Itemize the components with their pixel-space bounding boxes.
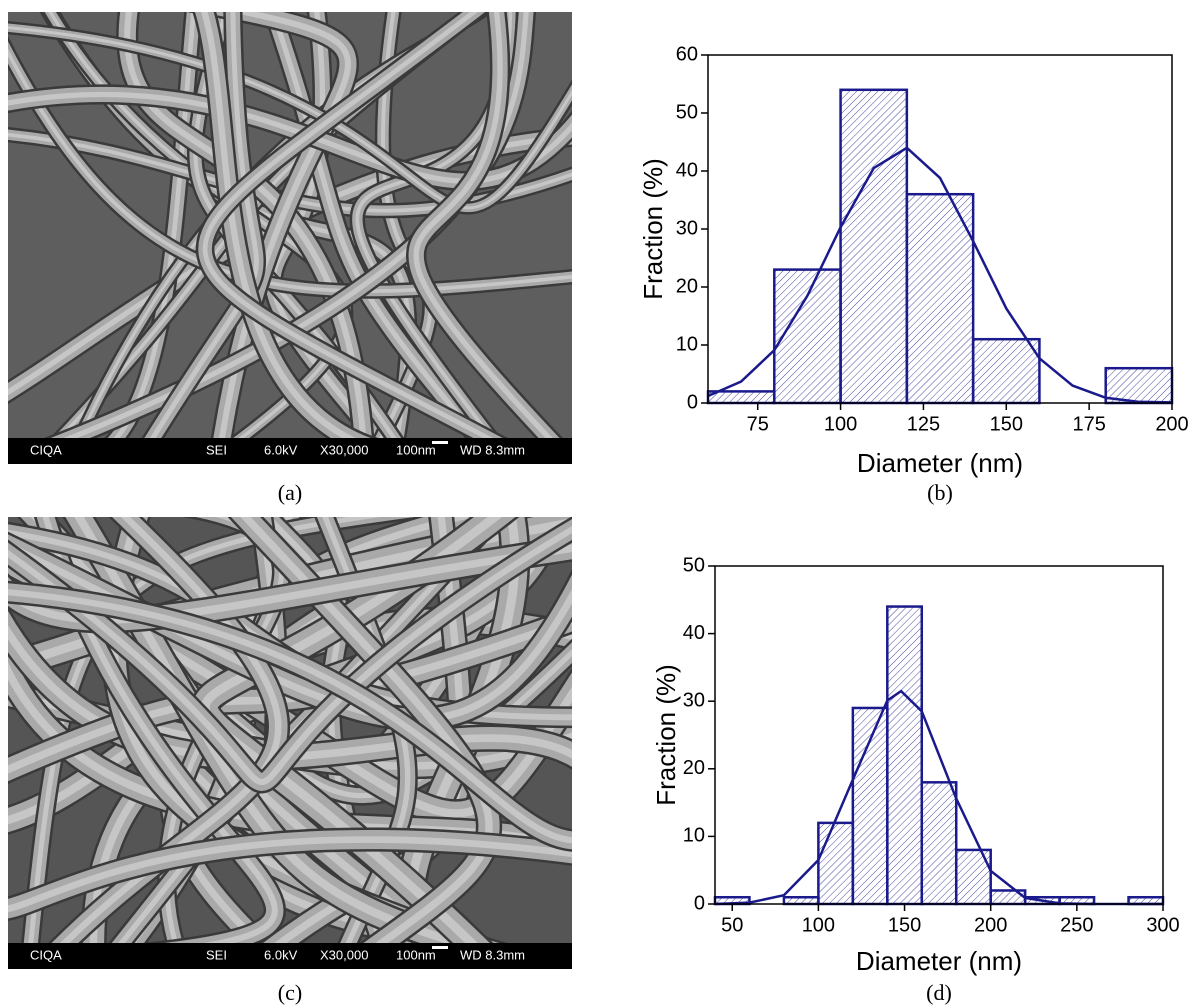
- y-tick-label: 50: [683, 554, 705, 576]
- bar: [784, 897, 818, 904]
- info-text: 100nm: [396, 947, 436, 962]
- info-text: WD 8.3mm: [460, 442, 525, 457]
- y-tick-label: 30: [676, 217, 698, 239]
- info-text: CIQA: [30, 442, 62, 457]
- y-tick-label: 0: [694, 892, 705, 914]
- y-tick-label: 30: [683, 689, 705, 711]
- y-tick-label: 20: [683, 757, 705, 779]
- scale-bar: [432, 441, 448, 444]
- panel-caption: (a): [278, 480, 302, 505]
- x-tick-label: 100: [824, 413, 857, 435]
- info-text: X30,000: [320, 442, 368, 457]
- y-tick-label: 10: [676, 333, 698, 355]
- info-text: 6.0kV: [264, 947, 298, 962]
- info-text: 100nm: [396, 442, 436, 457]
- y-tick-label: 40: [676, 159, 698, 181]
- bar: [907, 194, 973, 403]
- x-tick-label: 200: [974, 914, 1007, 936]
- panel-caption: (b): [927, 480, 953, 505]
- x-axis-title: Diameter (nm): [856, 946, 1022, 976]
- info-text: SEI: [206, 442, 227, 457]
- bar: [818, 823, 852, 904]
- x-axis-title: Diameter (nm): [857, 448, 1023, 478]
- y-tick-label: 60: [676, 43, 698, 65]
- x-tick-label: 175: [1072, 413, 1105, 435]
- y-tick-label: 10: [683, 825, 705, 847]
- info-text: X30,000: [320, 947, 368, 962]
- y-tick-label: 20: [676, 275, 698, 297]
- x-tick-label: 250: [1060, 914, 1093, 936]
- panel-caption: (d): [926, 980, 952, 1005]
- bar: [708, 391, 774, 403]
- x-tick-label: 200: [1155, 413, 1188, 435]
- panel-caption: (c): [278, 980, 302, 1005]
- x-tick-label: 150: [888, 914, 921, 936]
- info-text: CIQA: [30, 947, 62, 962]
- info-text: SEI: [206, 947, 227, 962]
- info-text: WD 8.3mm: [460, 947, 525, 962]
- y-tick-label: 50: [676, 101, 698, 123]
- y-tick-label: 40: [683, 622, 705, 644]
- x-tick-label: 125: [907, 413, 940, 435]
- figure: CIQA SEI 6.0kV X30,000 100nm WD 8.3mm (a) CIQA S…: [0, 0, 1194, 1008]
- x-tick-label: 75: [747, 413, 769, 435]
- info-text: 6.0kV: [264, 442, 298, 457]
- bar: [922, 782, 956, 904]
- y-axis-title: Fraction (%): [638, 158, 668, 300]
- bar: [841, 90, 907, 403]
- page: CIQA SEI 6.0kV X30,000 100nm WD 8.3mm (a) CIQA S…: [0, 0, 1194, 1008]
- scale-bar: [432, 946, 448, 949]
- bar: [973, 339, 1039, 403]
- x-tick-label: 300: [1146, 914, 1179, 936]
- bar: [887, 607, 921, 904]
- y-axis-title: Fraction (%): [651, 664, 681, 806]
- x-tick-label: 150: [990, 413, 1023, 435]
- bar: [774, 270, 840, 403]
- x-tick-label: 100: [802, 914, 835, 936]
- y-tick-label: 0: [687, 391, 698, 413]
- x-tick-label: 50: [721, 914, 743, 936]
